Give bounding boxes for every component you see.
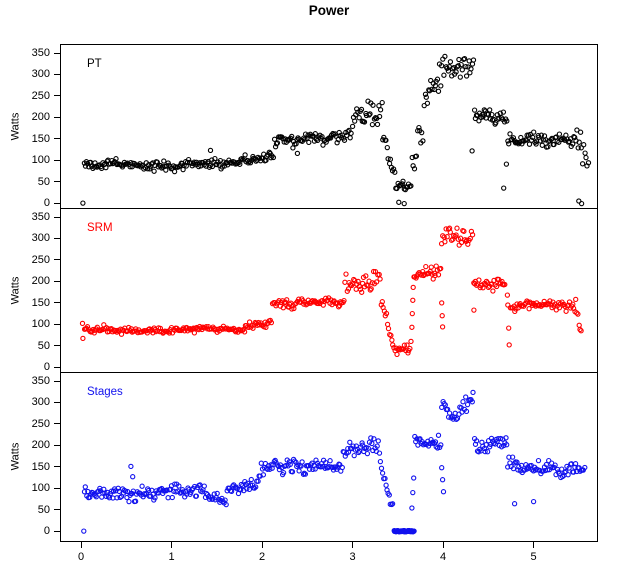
- y-tick-mark: [54, 181, 60, 183]
- y-tick-label: 200: [31, 439, 50, 452]
- x-tick-mark: [442, 542, 444, 548]
- y-tick-label: 350: [31, 375, 50, 387]
- panel-pt: PT: [60, 44, 598, 209]
- y-tick-label: 300: [31, 396, 50, 409]
- y-tick-mark: [54, 73, 60, 75]
- y-tick-label: 150: [31, 460, 50, 473]
- x-tick-mark: [533, 542, 534, 548]
- y-tick-label: 50: [37, 339, 50, 352]
- y-tick-mark: [54, 202, 60, 204]
- y-tick-mark: [54, 216, 60, 218]
- y-tick-mark: [54, 138, 60, 140]
- y-tick-mark: [54, 323, 60, 325]
- y-axis-label: Watts: [9, 112, 22, 140]
- y-tick-label: 150: [31, 296, 50, 309]
- y-tick-label: 250: [31, 253, 50, 266]
- y-tick-label: 350: [31, 47, 50, 59]
- y-tick-label: 0: [43, 525, 50, 537]
- y-tick-mark: [54, 466, 60, 468]
- x-tick-label: 2: [258, 551, 266, 563]
- y-tick-mark: [54, 280, 60, 282]
- y-axis-label: Watts: [9, 276, 22, 304]
- y-tick-mark: [54, 52, 60, 54]
- y-tick-label: 100: [31, 482, 50, 495]
- panel-srm: SRM: [60, 208, 598, 373]
- y-tick-mark: [54, 259, 60, 261]
- x-tick-label: 0: [77, 551, 85, 563]
- x-tick-label: 3: [349, 551, 356, 563]
- y-tick-mark: [54, 423, 60, 425]
- y-tick-label: 0: [43, 197, 50, 209]
- y-tick-label: 250: [31, 89, 50, 102]
- scatter-points-srm: [79, 225, 584, 358]
- scatter-points-stages: [81, 389, 588, 535]
- y-tick-mark: [54, 95, 60, 97]
- y-tick-mark: [54, 530, 60, 532]
- y-tick-label: 200: [31, 275, 50, 288]
- y-tick-mark: [54, 302, 60, 304]
- y-tick-mark: [54, 116, 60, 118]
- y-tick-label: 50: [37, 175, 50, 188]
- y-tick-label: 100: [31, 318, 50, 331]
- y-tick-mark: [54, 509, 60, 511]
- y-tick-label: 250: [31, 417, 50, 430]
- panel-label-srm: SRM: [87, 222, 113, 234]
- y-tick-label: 300: [31, 232, 50, 245]
- y-tick-label: 150: [31, 132, 50, 145]
- chart-title: Power: [308, 3, 350, 18]
- y-tick-mark: [54, 444, 60, 446]
- panel-stages: Stages: [60, 372, 598, 542]
- y-tick-label: 200: [31, 111, 50, 124]
- y-tick-mark: [54, 345, 60, 347]
- x-tick-label: 1: [168, 551, 175, 563]
- y-tick-label: 350: [31, 211, 50, 223]
- scatter-points-pt: [80, 53, 592, 207]
- y-tick-label: 300: [31, 68, 50, 81]
- x-tick-label: 5: [530, 551, 537, 563]
- y-tick-mark: [54, 237, 60, 239]
- panel-label-pt: PT: [87, 58, 102, 70]
- y-tick-mark: [54, 401, 60, 403]
- x-tick-mark: [352, 542, 353, 548]
- y-tick-mark: [54, 366, 60, 368]
- y-tick-mark: [54, 487, 60, 489]
- x-tick-mark: [261, 542, 263, 548]
- y-tick-mark: [54, 380, 60, 382]
- y-tick-mark: [54, 159, 60, 161]
- y-tick-label: 50: [37, 503, 50, 516]
- panel-label-stages: Stages: [87, 386, 123, 398]
- y-tick-label: 0: [43, 361, 50, 373]
- x-tick-label: 4: [439, 551, 447, 563]
- y-tick-label: 100: [31, 154, 50, 167]
- y-axis-label: Watts: [9, 442, 22, 471]
- x-tick-mark: [80, 542, 82, 548]
- x-tick-mark: [171, 542, 172, 548]
